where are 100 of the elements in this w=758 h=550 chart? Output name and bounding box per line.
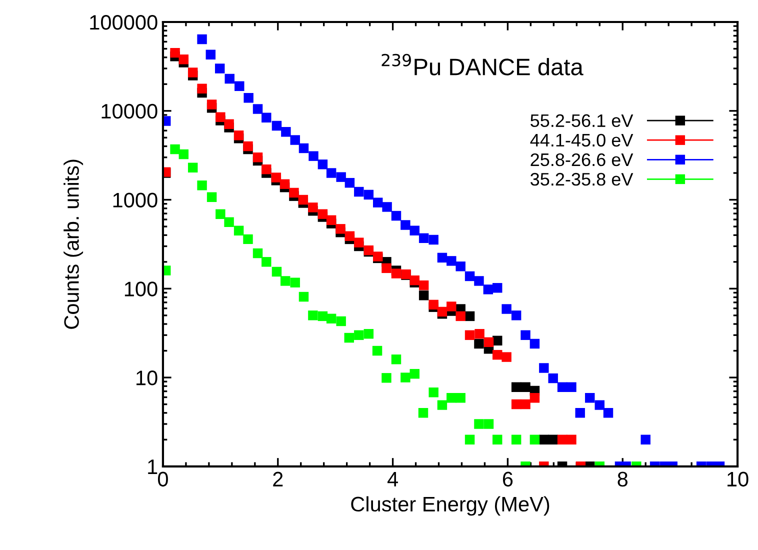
point	[548, 373, 558, 384]
point	[484, 419, 494, 429]
point	[197, 34, 207, 44]
point	[474, 328, 484, 339]
point	[318, 209, 328, 219]
y-tick-label: 1000	[113, 192, 158, 208]
point	[243, 141, 253, 152]
point	[262, 257, 272, 267]
point	[364, 328, 374, 339]
point	[446, 256, 456, 266]
point	[234, 81, 244, 91]
point	[344, 231, 355, 241]
point	[530, 393, 540, 403]
point	[262, 164, 272, 174]
point	[418, 290, 429, 300]
point	[252, 152, 263, 162]
point	[162, 116, 171, 126]
point	[492, 434, 502, 445]
point	[262, 112, 272, 122]
point	[178, 149, 189, 160]
x-tick-label: 8	[618, 472, 628, 487]
legend-label: 55.2-56.1 eV	[530, 114, 634, 128]
point	[290, 278, 300, 288]
point	[428, 388, 438, 398]
point	[280, 276, 290, 286]
point	[566, 434, 576, 445]
point	[170, 144, 180, 154]
x-tick-label: 6	[502, 472, 513, 487]
point	[344, 332, 354, 343]
point	[224, 74, 234, 84]
point	[520, 382, 530, 392]
point	[400, 372, 410, 382]
point	[640, 434, 650, 445]
point	[502, 304, 512, 314]
point	[474, 419, 484, 429]
point	[326, 215, 336, 225]
point	[364, 190, 374, 200]
x-tick-label: 10	[728, 472, 748, 487]
point	[566, 382, 576, 392]
x-tick-label: 2	[273, 472, 283, 486]
point	[456, 262, 466, 272]
point	[344, 178, 355, 188]
point	[492, 283, 502, 293]
y-axis-title: Counts (arb. units)	[64, 160, 84, 329]
y-tick-label: 10000	[102, 104, 158, 119]
point	[372, 346, 382, 356]
y-tick-label: 100	[124, 282, 158, 296]
point	[585, 393, 595, 403]
point	[188, 162, 198, 172]
point	[456, 393, 466, 403]
point	[557, 382, 568, 392]
point	[178, 54, 189, 64]
point	[298, 194, 308, 205]
point	[502, 352, 512, 362]
point	[446, 302, 456, 312]
point	[289, 188, 299, 198]
point	[418, 408, 428, 418]
point	[437, 252, 448, 263]
point	[354, 186, 364, 197]
point	[308, 202, 318, 212]
point	[206, 192, 217, 202]
point	[575, 408, 585, 418]
y-tick-label: 10	[136, 370, 158, 386]
point	[594, 400, 604, 410]
point	[336, 316, 346, 326]
point	[336, 172, 346, 182]
point	[539, 363, 549, 373]
point	[272, 266, 282, 277]
point	[252, 104, 263, 114]
point	[214, 64, 225, 74]
point	[290, 135, 300, 145]
point	[224, 119, 234, 129]
point	[197, 180, 207, 190]
y-tick-label: 1	[148, 460, 158, 474]
point	[520, 399, 530, 410]
point	[206, 100, 217, 110]
point	[428, 234, 438, 245]
y-tick-label: 100000	[90, 15, 158, 30]
point	[410, 226, 420, 236]
point	[234, 226, 244, 236]
point	[437, 306, 448, 317]
point	[326, 314, 336, 324]
point	[418, 233, 429, 243]
legend-label: 25.8-26.6 eV	[530, 153, 634, 166]
point	[511, 310, 522, 320]
point	[216, 112, 226, 122]
point	[530, 434, 540, 445]
point	[372, 198, 383, 208]
point	[557, 434, 568, 445]
point	[382, 373, 392, 383]
point	[464, 330, 475, 340]
point	[400, 220, 410, 230]
point	[464, 271, 475, 282]
point	[428, 300, 438, 310]
point	[474, 276, 484, 286]
point	[298, 143, 309, 154]
point	[464, 434, 475, 445]
point	[308, 310, 318, 320]
point	[354, 238, 364, 248]
point	[483, 284, 494, 294]
